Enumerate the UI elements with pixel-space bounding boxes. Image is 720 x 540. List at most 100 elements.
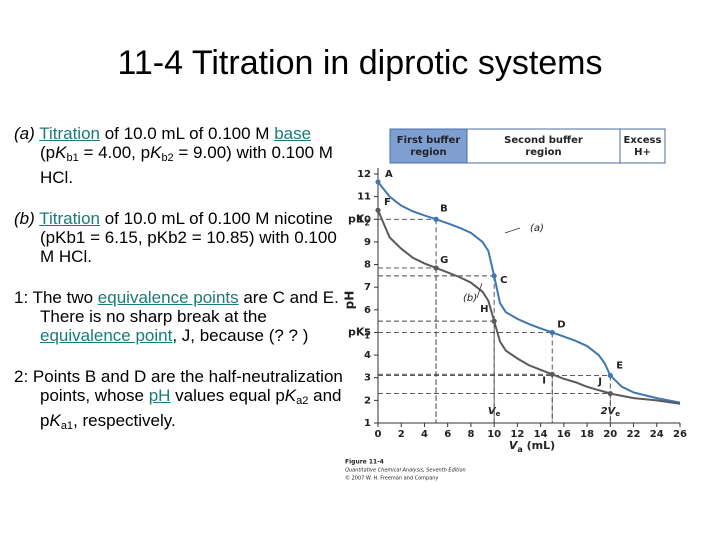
x-tick-label: 26 [673, 429, 687, 440]
point-label: C [500, 275, 507, 286]
y-tick-label: 7 [364, 282, 371, 293]
x-mark-text: V [488, 406, 497, 417]
point-label: A [385, 169, 393, 180]
text-run: (b) [14, 209, 35, 228]
point-label: B [440, 203, 448, 214]
y-mark-text: pK [348, 325, 365, 338]
curve-label: (b) [463, 293, 477, 304]
link[interactable]: Titration [39, 209, 100, 228]
curve-label-leader [504, 227, 521, 234]
x-tick-label: 2 [398, 429, 405, 440]
region-label-line: H+ [634, 147, 651, 158]
x-tick-label: 20 [603, 429, 617, 440]
x-tick-label: 4 [421, 429, 428, 440]
curve-label: (a) [530, 223, 544, 234]
y-tick-label: 10 [357, 214, 371, 225]
x-mark-label: Ve [488, 406, 501, 418]
link[interactable]: Titration [39, 124, 100, 143]
curve-label-leader [476, 282, 483, 299]
y-mark-label: pK1 [348, 325, 370, 340]
y-axis-label: pH [343, 291, 357, 310]
x-tick-label: 8 [467, 429, 474, 440]
point-label: E [616, 360, 623, 371]
region-label-line: Excess [624, 135, 662, 146]
text-run: are C and E. There is no sharp break at … [40, 288, 339, 326]
y-tick-label: 2 [364, 395, 371, 406]
text-run: K [150, 143, 162, 162]
text-run: (a) [14, 124, 35, 143]
point [607, 390, 613, 397]
link[interactable]: pH [148, 386, 171, 405]
x-tick-label: 16 [557, 429, 571, 440]
point-label: I [542, 375, 546, 386]
point [433, 216, 439, 222]
y-tick-label: 5 [364, 327, 371, 338]
x-mark-label: 2Ve [601, 406, 621, 418]
y-tick-label: 8 [364, 260, 371, 271]
caption: © 2007 W. H. Freeman and Company [345, 475, 438, 482]
point [607, 372, 613, 379]
x-tick-label: 14 [534, 429, 548, 440]
caption: Figure 11-4 [345, 459, 384, 466]
y-mark-text: pK [348, 212, 365, 225]
x-tick-label: 22 [627, 429, 641, 440]
y-mark-sub: 2 [364, 218, 370, 227]
text-run: values equal p [170, 386, 285, 405]
point-label: G [440, 255, 448, 266]
point [549, 371, 555, 377]
paragraph: (b) Titration of 10.0 mL of 0.100 M nico… [14, 209, 344, 266]
paragraph: 2: Points B and D are the half-neutraliz… [14, 367, 344, 436]
text-run: (p [40, 143, 56, 162]
point [375, 179, 381, 185]
text-run: K [49, 411, 61, 430]
y-tick-label: 1 [364, 418, 371, 429]
x-tick-label: 24 [650, 429, 664, 440]
x-axis-label: Va (mL) [509, 439, 555, 454]
y-tick-label: 12 [357, 169, 371, 180]
y-mark-sub: 1 [364, 331, 370, 340]
region-label: Second buffer region [504, 135, 583, 158]
x-mark-sub: e [615, 410, 620, 418]
y-tick-label: 6 [364, 305, 371, 316]
point [433, 265, 439, 271]
region-label-line: Second buffer [504, 135, 583, 146]
x-mark-sub: e [496, 410, 501, 418]
paragraph: 1: The two equivalence points are C and … [14, 288, 344, 345]
x-tick-label: 0 [375, 429, 382, 440]
x-tick-label: 10 [487, 429, 501, 440]
x-axis-label-unit: (mL) [523, 439, 555, 452]
caption: Quantitative Chemical Analysis, Seventh … [345, 468, 466, 474]
y-tick-label: 11 [357, 192, 371, 203]
point-label: H [480, 304, 488, 315]
region-label-line: region [410, 147, 446, 158]
text-run: and p [40, 386, 342, 430]
link[interactable]: equivalence point [40, 326, 173, 345]
text-run: a1 [60, 420, 74, 432]
text-run: 1: The two [14, 288, 98, 307]
x-axis-label-sub: a [517, 445, 522, 454]
text-run: a2 [296, 395, 309, 407]
point-label: F [384, 197, 391, 208]
titration-curve [377, 209, 681, 405]
text-run: K [284, 386, 297, 405]
text-run: b1 [66, 152, 79, 164]
text-run: , respectively. [73, 411, 176, 430]
region-label: First buffer region [397, 135, 461, 158]
point [491, 273, 497, 279]
text-run: 2: Points B and D are the half-neutraliz… [14, 367, 343, 405]
x-tick-label: 12 [510, 429, 524, 440]
x-tick-label: 18 [580, 429, 594, 440]
slide-title: 11-4 Titration in diprotic systems [117, 44, 603, 82]
text-run: , J, because (? ? ) [172, 326, 309, 345]
region-cell [389, 128, 468, 164]
text-run: of 10.0 mL of 0.100 M [99, 124, 275, 143]
text-run: K [55, 143, 67, 162]
point [549, 329, 555, 336]
link[interactable]: equivalence points [97, 288, 239, 307]
point [375, 207, 381, 213]
region-label: Excess H+ [624, 135, 662, 158]
y-tick-label: 4 [364, 350, 371, 361]
region-label-line: First buffer [397, 135, 461, 146]
link[interactable]: base [274, 124, 312, 143]
